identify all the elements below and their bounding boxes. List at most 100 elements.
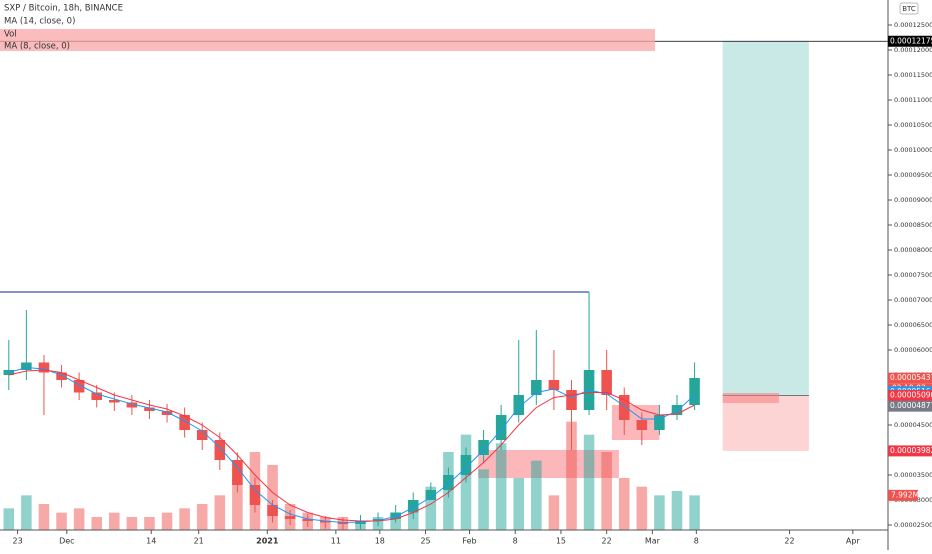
volume-bar <box>548 495 560 530</box>
candle-body <box>109 400 120 403</box>
volume-bar <box>21 495 32 530</box>
position-profit <box>722 41 809 396</box>
volume-badge <box>888 489 918 501</box>
candle-body <box>21 362 32 370</box>
candle-body <box>179 415 190 430</box>
volume-bar <box>196 504 208 530</box>
x-tick-label: 8 <box>694 537 699 546</box>
candle-body <box>636 420 648 430</box>
volume-bar <box>267 465 278 530</box>
volume-bar <box>583 434 595 530</box>
y-tick-label: 0.00002500 <box>894 521 932 529</box>
y-tick-label: 0.00008000 <box>894 246 932 254</box>
candle-body <box>320 521 331 523</box>
volume-bar <box>91 517 102 530</box>
y-tick-label: 0.00012000 <box>894 46 932 54</box>
volume-bar <box>601 452 612 530</box>
volume-bar <box>618 478 630 530</box>
volume-bar <box>179 508 190 530</box>
price-badge <box>888 35 932 47</box>
x-tick-label: 22 <box>784 537 794 546</box>
volume-bar <box>73 508 85 530</box>
candle-body <box>425 490 437 500</box>
x-tick-label: 22 <box>602 537 612 546</box>
volume-bar <box>531 460 542 530</box>
x-tick-label: 18 <box>375 537 385 546</box>
candle-body <box>161 411 173 415</box>
volume-bar <box>425 486 437 530</box>
x-tick-label: 2021 <box>256 537 279 546</box>
y-tick-label: 0.00004500 <box>894 421 932 429</box>
candle-body <box>443 475 454 490</box>
candle-body <box>196 430 208 440</box>
y-tick-label: 0.00007500 <box>894 271 932 279</box>
volume-bar <box>109 512 120 530</box>
candle-body <box>618 395 630 420</box>
legend-entry[interactable]: Vol <box>4 30 17 40</box>
candle-body <box>689 378 700 405</box>
y-tick-label: 0.00003500 <box>894 471 932 479</box>
candle-body <box>144 407 155 411</box>
candle-body <box>460 455 472 475</box>
x-tick-label: 23 <box>12 537 22 546</box>
x-tick-label: 25 <box>420 537 430 546</box>
volume-bar <box>144 517 155 530</box>
candle-body <box>548 380 560 390</box>
volume-bar <box>636 486 648 530</box>
candle-body <box>214 440 226 460</box>
candle-body <box>407 500 419 513</box>
volume-bar <box>56 512 67 530</box>
y-tick-label: 0.00011000 <box>894 96 932 104</box>
price-badge-label: 0.00005437 <box>890 373 932 382</box>
volume-bar <box>3 508 15 530</box>
candle-body <box>513 395 525 415</box>
y-tick-label: 0.00008500 <box>894 221 932 229</box>
x-tick-label: 8 <box>513 537 518 546</box>
candle-body <box>91 392 102 400</box>
candle-body <box>531 380 542 395</box>
candle-body <box>654 415 665 430</box>
currency: BTC <box>902 5 916 13</box>
y-tick-label: 0.00012500 <box>894 21 932 29</box>
volume-bar <box>566 421 577 530</box>
price-badge <box>888 390 932 401</box>
candle-body <box>3 370 15 375</box>
x-tick-label: 11 <box>331 537 341 546</box>
candle-body <box>284 516 296 519</box>
candle-body <box>302 519 313 521</box>
legend-highlight <box>0 29 655 51</box>
x-tick-label: Feb <box>462 537 476 546</box>
candle-body <box>126 402 138 408</box>
price-badge <box>888 372 932 384</box>
price-badge-label: 0.00005090 <box>890 391 932 400</box>
legend-entry[interactable]: MA (8, close, 0) <box>4 42 70 52</box>
candle-body <box>495 415 507 440</box>
x-tick-label: 15 <box>556 537 566 546</box>
volume-bar <box>689 495 700 530</box>
chart-title: SXP / Bitcoin, 18h, BINANCE <box>4 4 123 14</box>
zone <box>722 393 779 403</box>
candle-body <box>390 512 401 519</box>
y-tick-label: 0.00006000 <box>894 346 932 354</box>
volume-bar <box>214 495 226 530</box>
volume-bar <box>495 443 507 530</box>
candle-body <box>232 460 243 485</box>
x-tick-label: 14 <box>146 537 156 546</box>
volume-bar <box>38 504 50 530</box>
y-tick-label: 0.00010500 <box>894 121 932 129</box>
candle-body <box>56 372 67 380</box>
candle-body <box>73 380 85 393</box>
y-tick-label: 0.00009500 <box>894 171 932 179</box>
candle-body <box>267 505 278 516</box>
position-loss <box>722 395 809 451</box>
candle-body <box>249 485 261 505</box>
legend-entry[interactable]: MA (14, close, 0) <box>4 17 75 27</box>
candle-body <box>671 405 683 415</box>
x-tick-label: Dec <box>59 537 74 546</box>
y-tick-label: 0.00006500 <box>894 321 932 329</box>
volume-bar <box>513 478 525 530</box>
currency-box[interactable] <box>899 2 919 15</box>
x-tick-label: Mar <box>645 537 661 546</box>
candle-body <box>478 440 489 455</box>
